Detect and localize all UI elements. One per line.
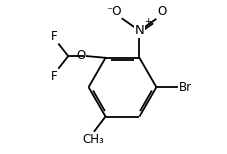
Text: F: F [50, 30, 57, 43]
Text: N: N [134, 24, 144, 37]
Text: O: O [157, 5, 166, 18]
Text: Br: Br [178, 81, 192, 94]
Text: O: O [76, 49, 85, 62]
Text: +: + [143, 17, 151, 26]
Text: F: F [50, 70, 57, 83]
Text: CH₃: CH₃ [82, 133, 104, 146]
Text: ⁻O: ⁻O [106, 5, 121, 18]
